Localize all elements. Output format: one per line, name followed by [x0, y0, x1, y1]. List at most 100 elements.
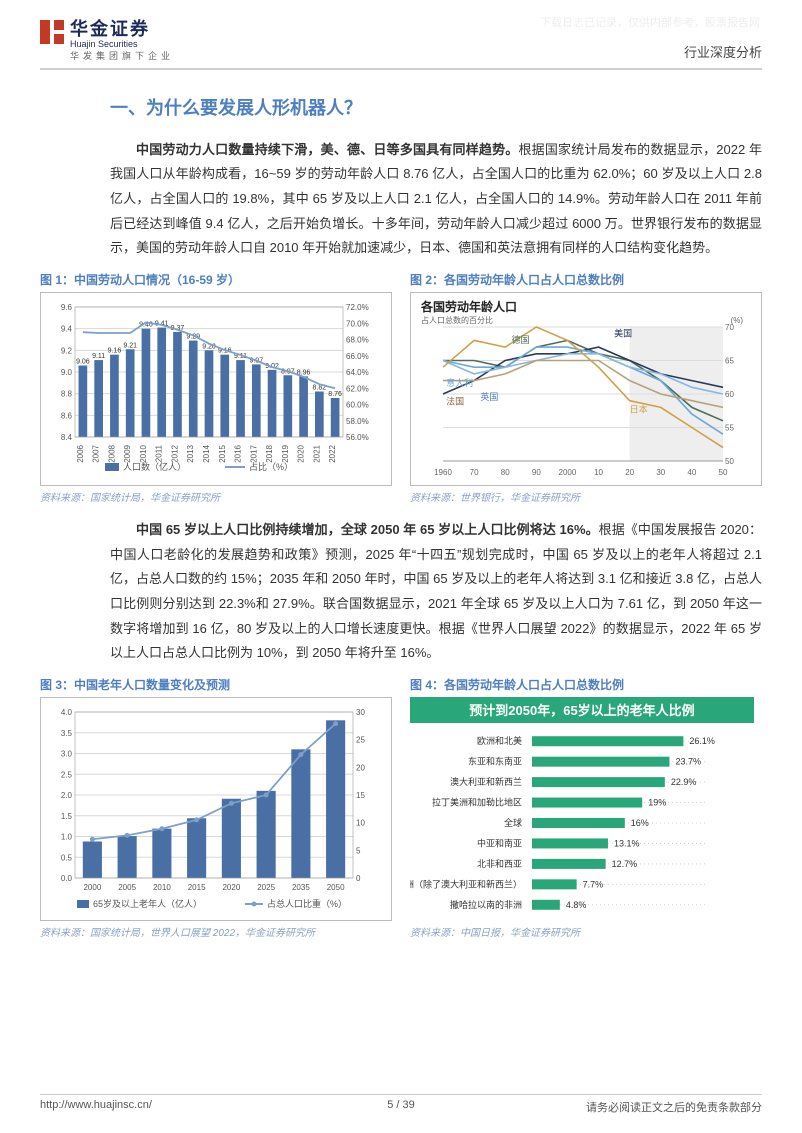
svg-text:50: 50: [719, 468, 728, 477]
figure-2: 图 2：各国劳动年龄人口占人口总数比例 各国劳动年龄人口占人口总数的百分比(%)…: [410, 271, 762, 504]
svg-text:19%: 19%: [648, 798, 666, 808]
svg-text:5: 5: [356, 846, 361, 855]
svg-text:70: 70: [470, 468, 479, 477]
svg-text:66.0%: 66.0%: [346, 352, 369, 361]
svg-text:55: 55: [725, 424, 734, 433]
svg-text:占比（%）: 占比（%）: [249, 461, 293, 472]
svg-text:9.11: 9.11: [92, 353, 105, 360]
fig4-source: 资料来源：中国日报，华金证券研究所: [410, 924, 762, 939]
svg-text:10: 10: [594, 468, 603, 477]
svg-text:2050: 2050: [327, 883, 345, 892]
svg-text:全球: 全球: [504, 817, 522, 828]
svg-text:2000: 2000: [83, 883, 101, 892]
svg-text:20: 20: [356, 763, 365, 772]
svg-text:欧洲和北美: 欧洲和北美: [477, 735, 522, 746]
fig3-title: 图 3：中国老年人口数量变化及预测: [40, 676, 392, 693]
svg-text:56.0%: 56.0%: [346, 433, 369, 442]
svg-text:德国: 德国: [511, 334, 529, 345]
svg-text:58.0%: 58.0%: [346, 417, 369, 426]
footer-disclaimer: 请务必阅读正文之后的免责条款部分: [586, 1099, 762, 1115]
fig3-chart: 0.00.51.01.52.02.53.03.54.00510152025302…: [40, 697, 392, 921]
svg-text:15: 15: [356, 791, 365, 800]
svg-text:美国: 美国: [614, 327, 632, 338]
svg-text:65: 65: [725, 357, 734, 366]
svg-text:各国劳动年龄人口: 各国劳动年龄人口: [420, 299, 517, 314]
svg-text:2000: 2000: [559, 468, 577, 477]
svg-text:意大利: 意大利: [446, 377, 473, 388]
svg-text:50: 50: [725, 457, 734, 466]
svg-text:中亚和南亚: 中亚和南亚: [477, 838, 522, 849]
svg-text:7.7%: 7.7%: [583, 879, 604, 889]
svg-text:30: 30: [656, 468, 665, 477]
svg-text:80: 80: [501, 468, 510, 477]
svg-text:70.0%: 70.0%: [346, 319, 369, 328]
fig1-chart: 8.48.68.89.09.29.49.656.0%58.0%60.0%62.0…: [40, 292, 392, 486]
paragraph-2: 中国 65 岁以上人口比例持续增加，全球 2050 年 65 岁以上人口比例将达…: [110, 518, 762, 666]
logo-cn: 华金证券: [70, 20, 174, 40]
svg-text:2014: 2014: [202, 444, 211, 462]
svg-text:2021: 2021: [312, 444, 321, 462]
svg-text:撒哈拉以南的非洲: 撒哈拉以南的非洲: [450, 899, 522, 910]
svg-text:2015: 2015: [188, 883, 206, 892]
svg-text:2020: 2020: [297, 444, 306, 462]
svg-text:16%: 16%: [631, 818, 649, 828]
logo-icon: [40, 20, 64, 44]
svg-text:9.21: 9.21: [123, 342, 137, 349]
figure-1: 图 1：中国劳动人口情况（16-59 岁） 8.48.68.89.09.29.4…: [40, 271, 392, 504]
svg-text:13.1%: 13.1%: [614, 839, 640, 849]
svg-text:2.0: 2.0: [61, 791, 73, 800]
svg-text:64.0%: 64.0%: [346, 368, 369, 377]
svg-text:26.1%: 26.1%: [689, 736, 715, 746]
svg-text:4.0: 4.0: [61, 708, 73, 717]
svg-text:65岁及以上老年人（亿人）: 65岁及以上老年人（亿人）: [93, 898, 202, 909]
logo-sub: 华发集团旗下企业: [70, 52, 174, 62]
svg-text:62.0%: 62.0%: [346, 384, 369, 393]
svg-text:2006: 2006: [76, 444, 85, 462]
svg-text:2012: 2012: [170, 444, 179, 462]
fig2-title: 图 2：各国劳动年龄人口占人口总数比例: [410, 271, 762, 288]
svg-text:25: 25: [356, 736, 365, 745]
svg-text:日本: 日本: [630, 404, 648, 415]
svg-text:2013: 2013: [186, 444, 195, 462]
fig1-title: 图 1：中国劳动人口情况（16-59 岁）: [40, 271, 392, 288]
svg-text:2008: 2008: [107, 444, 116, 462]
svg-text:8.6: 8.6: [61, 411, 73, 420]
fig4-chart: 预计到2050年，65岁以上的老年人比例欧洲和北美26.1%东亚和东南亚23.7…: [410, 697, 762, 921]
svg-text:北非和西亚: 北非和西亚: [477, 858, 522, 869]
svg-text:1.0: 1.0: [61, 833, 73, 842]
svg-text:23.7%: 23.7%: [675, 757, 701, 767]
svg-text:2025: 2025: [257, 883, 275, 892]
svg-text:法国: 法国: [446, 396, 464, 407]
svg-text:12.7%: 12.7%: [612, 859, 638, 869]
svg-text:0.0: 0.0: [61, 874, 73, 883]
figure-4: 图 4：各国劳动年龄人口占人口总数比例 预计到2050年，65岁以上的老年人比例…: [410, 676, 762, 939]
svg-text:2015: 2015: [218, 444, 227, 462]
svg-text:2007: 2007: [92, 444, 101, 462]
svg-text:0: 0: [356, 874, 361, 883]
svg-text:22.9%: 22.9%: [671, 777, 697, 787]
fig4-title: 图 4：各国劳动年龄人口占人口总数比例: [410, 676, 762, 693]
figure-3: 图 3：中国老年人口数量变化及预测 0.00.51.01.52.02.53.03…: [40, 676, 392, 939]
svg-text:2011: 2011: [155, 444, 164, 462]
svg-text:2017: 2017: [249, 444, 258, 462]
svg-text:2022: 2022: [328, 444, 337, 462]
svg-text:90: 90: [532, 468, 541, 477]
svg-text:9.2: 9.2: [61, 346, 73, 355]
svg-text:1.5: 1.5: [61, 812, 73, 821]
logo-en: Huajin Securities: [70, 40, 174, 50]
svg-text:68.0%: 68.0%: [346, 336, 369, 345]
svg-text:72.0%: 72.0%: [346, 303, 369, 312]
para1-rest: 根据国家统计局发布的数据显示，2022 年我国人口从年龄构成看，16~59 岁的…: [110, 142, 762, 256]
svg-text:3.0: 3.0: [61, 750, 73, 759]
fig2-source: 资料来源：世界银行，华金证券研究所: [410, 489, 762, 504]
svg-text:0.5: 0.5: [61, 853, 73, 862]
svg-text:英国: 英国: [480, 391, 498, 402]
svg-text:9.16: 9.16: [108, 348, 122, 355]
svg-text:大洋洲（除了澳大利亚和新西兰）: 大洋洲（除了澳大利亚和新西兰）: [410, 878, 522, 889]
svg-text:2035: 2035: [292, 883, 310, 892]
svg-text:30: 30: [356, 708, 365, 717]
svg-text:4.8%: 4.8%: [566, 900, 587, 910]
svg-text:2016: 2016: [234, 444, 243, 462]
fig1-source: 资料来源：国家统计局，华金证券研究所: [40, 489, 392, 504]
svg-text:8.8: 8.8: [61, 390, 73, 399]
